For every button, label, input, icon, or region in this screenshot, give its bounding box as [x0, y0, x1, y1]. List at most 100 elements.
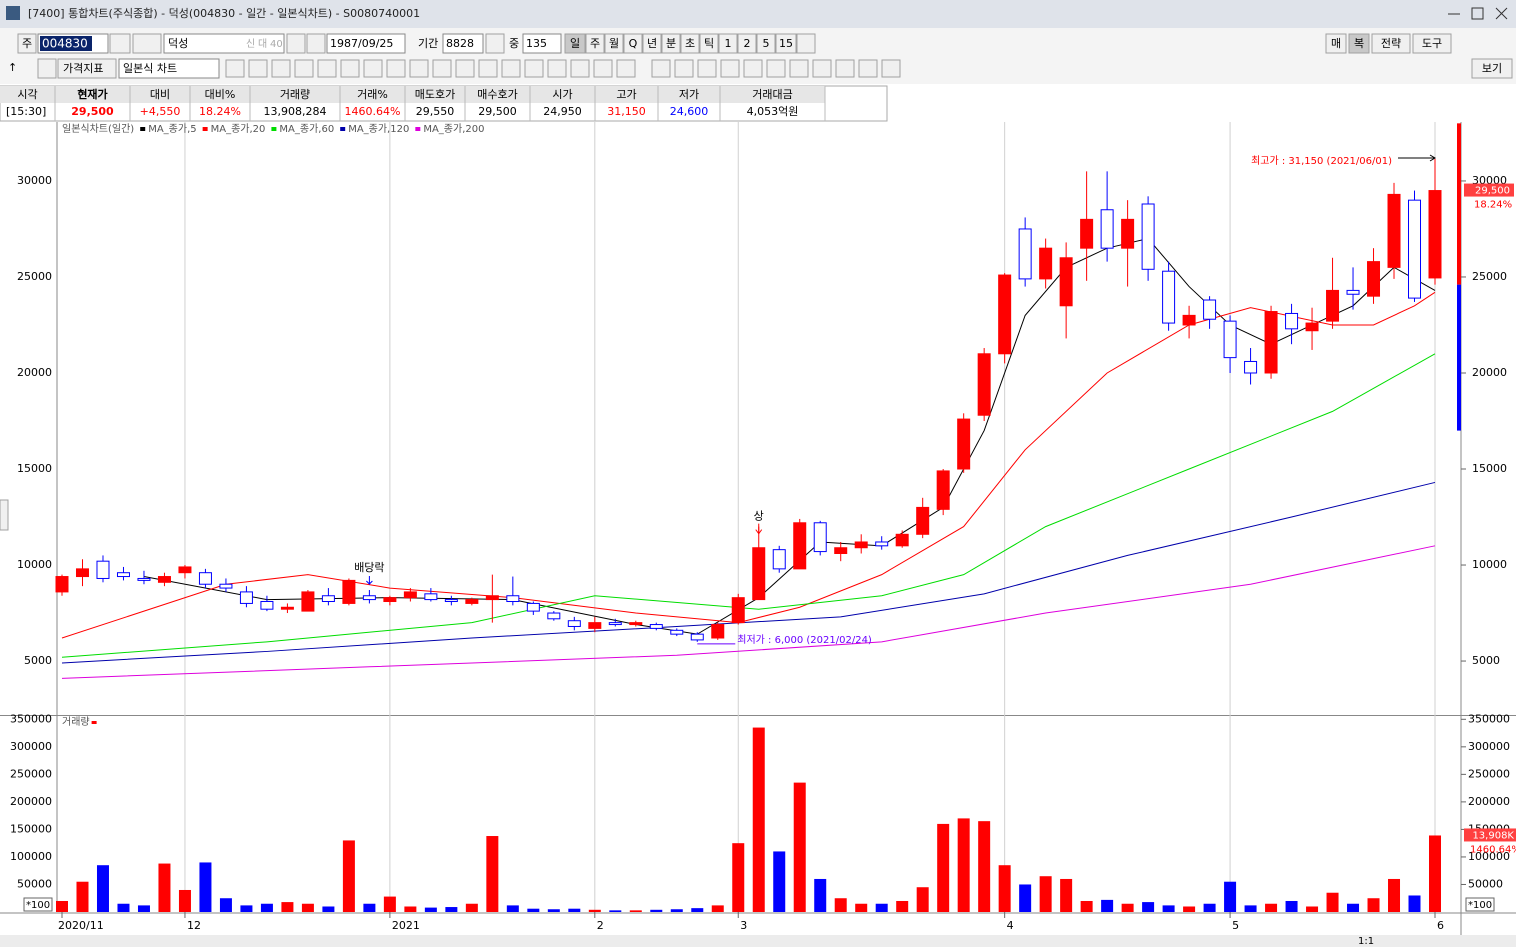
volume-tick-label: 250000 [10, 767, 52, 780]
maximize[interactable] [1471, 7, 1484, 20]
tool-icon[interactable] [547, 59, 567, 78]
tool-icon[interactable] [271, 59, 291, 78]
tool-icon[interactable] [789, 59, 809, 78]
quote-value: 1460.64% [345, 105, 401, 118]
volume-bar [76, 881, 89, 912]
volume-tick-label-right: 300000 [1468, 740, 1510, 753]
name-tag: 대 [258, 38, 267, 50]
candle-body [157, 576, 171, 583]
interval-button[interactable] [564, 33, 586, 54]
tool-icon[interactable] [570, 59, 590, 78]
volume-bar [814, 878, 827, 912]
period: 8828 [446, 37, 474, 50]
tool-icon[interactable] [743, 59, 763, 78]
count-box[interactable] [522, 33, 562, 54]
candle-body [690, 633, 704, 641]
tool-icon[interactable] [835, 59, 855, 78]
indicator-button[interactable] [57, 58, 117, 79]
close[interactable] [1495, 7, 1508, 20]
next-button[interactable] [286, 33, 306, 54]
tool-icon[interactable] [294, 59, 314, 78]
search-button[interactable] [109, 33, 131, 54]
interval-label: Q [629, 37, 638, 50]
candle-body [1203, 299, 1217, 320]
quote-value: 29,550 [416, 105, 455, 118]
interval-button[interactable] [718, 33, 738, 54]
date-box[interactable] [326, 33, 406, 54]
window-title: [7400] 통합차트(주식종합) - 덕성(004830 - 일간 - 일본식… [28, 6, 420, 20]
volume-bar [1019, 884, 1032, 912]
change-tag: 18.24% [1474, 200, 1512, 211]
interval-button[interactable] [775, 33, 797, 54]
mode-button[interactable] [1371, 33, 1411, 54]
interval-button[interactable] [623, 33, 643, 54]
view-button[interactable] [1471, 58, 1513, 79]
mode-button[interactable] [1412, 33, 1452, 54]
volume-bar [260, 903, 273, 912]
tool-icon[interactable] [881, 59, 901, 78]
candle-body [55, 576, 69, 593]
tool-icon[interactable] [409, 59, 429, 78]
code-selection [40, 36, 92, 51]
volume-bar [978, 821, 991, 912]
interval-button[interactable] [680, 33, 700, 54]
price-tag-box [1464, 183, 1514, 197]
side-toggle[interactable] [0, 499, 9, 531]
volume-bar [56, 900, 68, 912]
prev-button[interactable] [306, 33, 326, 54]
mode-button[interactable] [1348, 33, 1370, 54]
interval-button[interactable] [699, 33, 719, 54]
icon-button[interactable] [796, 33, 816, 54]
tool-icon[interactable] [248, 59, 268, 78]
tool-icon[interactable] [616, 59, 636, 78]
interval-button[interactable] [604, 33, 624, 54]
volume-bar [1142, 902, 1155, 912]
candle-body [403, 591, 417, 599]
zoom[interactable]: 1:1 [1358, 936, 1374, 947]
interval-button[interactable] [642, 33, 662, 54]
tool-icon[interactable] [317, 59, 337, 78]
tool-icon[interactable] [858, 59, 878, 78]
volume-bar [96, 865, 109, 912]
tool-icon[interactable] [478, 59, 498, 78]
tool-icon[interactable] [593, 59, 613, 78]
volume-bar [137, 905, 150, 912]
tool-icon[interactable] [363, 59, 383, 78]
tool-icon[interactable] [524, 59, 544, 78]
quote-header: 시각 [17, 88, 37, 101]
arrow-icon[interactable]: ↑ [8, 61, 17, 74]
tool-icon[interactable] [386, 59, 406, 78]
sort-button[interactable] [132, 33, 162, 54]
tool-icon[interactable] [674, 59, 694, 78]
tool-icon[interactable] [432, 59, 452, 78]
interval-button[interactable] [737, 33, 757, 54]
period-box[interactable] [442, 33, 484, 54]
interval-button[interactable] [661, 33, 681, 54]
tool-icon[interactable] [501, 59, 521, 78]
volume-bar [937, 823, 950, 912]
candle-body [424, 593, 438, 601]
interval-button[interactable] [756, 33, 776, 54]
tool-icon[interactable] [812, 59, 832, 78]
tool-icon[interactable] [720, 59, 740, 78]
market-button[interactable] [17, 33, 37, 54]
chart-kind-select[interactable] [118, 58, 220, 79]
tool-icon[interactable] [455, 59, 475, 78]
tool-icon[interactable] [225, 59, 245, 78]
mode-button[interactable] [1325, 33, 1347, 54]
candle-body [895, 533, 909, 547]
unit-label: *100 [1468, 900, 1492, 911]
candle-body [998, 274, 1012, 355]
tool-icon[interactable] [766, 59, 786, 78]
icon-button[interactable] [37, 58, 57, 79]
interval-button[interactable] [585, 33, 605, 54]
tool-icon[interactable] [651, 59, 671, 78]
legend-label: MA_종가,200 [423, 123, 484, 135]
volume-bar [1162, 905, 1175, 912]
interval-label: 분 [666, 37, 676, 50]
tool-icon[interactable] [697, 59, 717, 78]
interval-label: 년 [647, 37, 657, 50]
link-button[interactable] [485, 33, 505, 54]
tool-icon[interactable] [340, 59, 360, 78]
candle-body [547, 612, 561, 620]
